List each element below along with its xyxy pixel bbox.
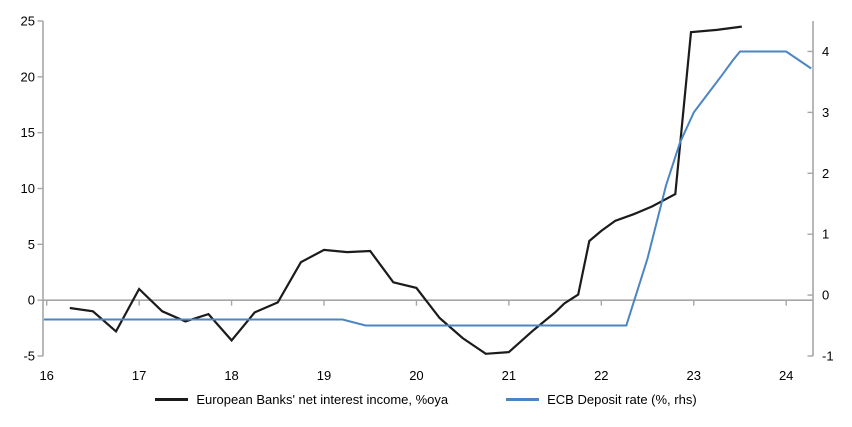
x-axis-tick-label: 19 [317,368,331,383]
x-axis-tick-label: 20 [409,368,423,383]
right-axis-tick-label: 4 [822,44,829,59]
legend-label-net-interest-income: European Banks' net interest income, %oy… [196,392,449,407]
right-axis-tick-label: 1 [822,227,829,242]
left-axis-tick-label: 0 [28,293,35,308]
right-axis-tick-label: 3 [822,105,829,120]
left-axis-tick-label: 20 [21,69,35,84]
legend-label-ecb-deposit-rate: ECB Deposit rate (%, rhs) [547,392,697,407]
x-axis-tick-label: 16 [39,368,53,383]
right-axis-tick-label: -1 [822,349,834,364]
left-axis-tick-label: 10 [21,181,35,196]
left-axis-tick-label: 15 [21,125,35,140]
left-axis-tick-label: 25 [21,14,35,29]
right-axis-tick-label: 2 [822,166,829,181]
legend-item-net-interest-income: European Banks' net interest income, %oy… [155,392,448,407]
legend-swatch-black-line [155,398,189,401]
legend-swatch-blue-line [506,398,540,401]
x-axis-tick-label: 23 [687,368,701,383]
series-line-1 [43,50,812,327]
x-axis-tick-label: 17 [132,368,146,383]
x-axis-tick-label: 18 [224,368,238,383]
series-line-0 [69,25,742,355]
right-axis-tick-label: 0 [822,288,829,303]
x-axis-tick-label: 21 [502,368,516,383]
left-axis-tick-label: -5 [23,349,35,364]
left-axis-tick-label: 5 [28,237,35,252]
legend-item-ecb-deposit-rate: ECB Deposit rate (%, rhs) [506,392,697,407]
x-axis-tick-label: 24 [779,368,793,383]
x-axis-tick-label: 22 [594,368,608,383]
legend: European Banks' net interest income, %oy… [0,392,852,407]
